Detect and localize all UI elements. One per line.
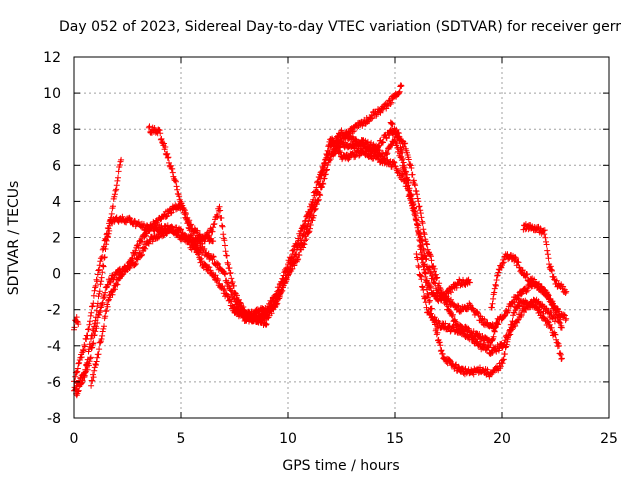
y-tick-label: -4	[47, 339, 61, 355]
chart-title: Day 052 of 2023, Sidereal Day-to-day VTE…	[59, 19, 621, 35]
y-tick-label: 10	[43, 86, 61, 102]
x-tick-label: 15	[386, 431, 404, 447]
marker-cluster	[387, 119, 565, 380]
y-tick-label: -6	[47, 375, 61, 391]
series-track-9	[413, 251, 559, 357]
series-track-12	[71, 314, 82, 333]
marker-cluster	[88, 201, 217, 389]
marker-cluster	[71, 314, 82, 333]
x-tick-label: 25	[600, 431, 618, 447]
marker-cluster	[413, 251, 559, 357]
series-track-7	[327, 82, 405, 162]
series-track-11	[520, 221, 570, 296]
marker-cluster	[520, 221, 570, 296]
y-tick-label: -8	[47, 411, 61, 427]
series-track-6	[231, 125, 501, 348]
y-tick-label: 0	[52, 267, 61, 283]
x-tick-label: 10	[279, 431, 297, 447]
y-tick-label: 8	[52, 122, 61, 138]
series-track-10	[488, 251, 570, 324]
marker-cluster	[231, 125, 501, 348]
y-tick-label: 6	[52, 158, 61, 174]
y-tick-label: 4	[52, 194, 61, 210]
x-tick-label: 5	[177, 431, 186, 447]
data-layer	[71, 82, 570, 399]
x-tick-label: 0	[70, 431, 79, 447]
x-tick-label: 20	[493, 431, 511, 447]
y-tick-label: 12	[43, 50, 61, 66]
marker-cluster	[327, 82, 405, 162]
y-tick-label: -2	[47, 303, 61, 319]
marker-cluster	[488, 251, 570, 324]
series-track-8	[387, 119, 565, 380]
x-axis-label: GPS time / hours	[282, 458, 399, 474]
series-track-4	[88, 201, 217, 389]
y-axis-label: SDTVAR / TECUs	[6, 181, 22, 296]
axes-ticks: 0 5 10 15 20 25 -8 -6 -4 -2 0 2 4 6 8 10 12	[43, 50, 618, 447]
y-tick-label: 2	[52, 231, 61, 247]
